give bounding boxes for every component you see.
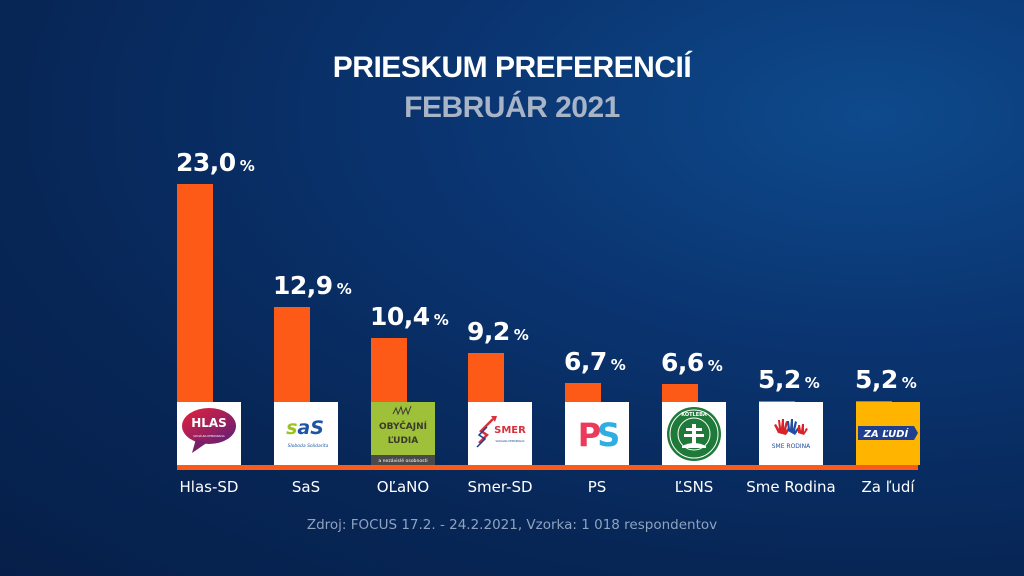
ps-logo-icon: PS	[565, 402, 629, 465]
svg-text:saS: saS	[286, 417, 324, 439]
baseline-axis	[177, 465, 918, 470]
svg-text:OBYČAJNÍ: OBYČAJNÍ	[379, 420, 428, 432]
category-label: ĽSNS	[674, 478, 714, 496]
category-label: SaS	[291, 478, 321, 496]
smer-logo-icon: SMER SOCIÁLNA DEMOKRACIA	[468, 402, 532, 465]
hlas-logo-subtext: SOCIÁLNA DEMOKRACIA	[193, 433, 225, 438]
svg-text:SOCIÁLNA DEMOKRACIA: SOCIÁLNA DEMOKRACIA	[496, 440, 525, 443]
value-label: 6,6%	[661, 348, 723, 381]
value-label: 5,2%	[855, 365, 917, 398]
value-unit: %	[804, 374, 820, 393]
value-number: 9,2	[467, 316, 510, 346]
value-label: 12,9%	[273, 271, 352, 304]
category-label: Hlas-SD	[179, 478, 239, 496]
category-label: Sme Rodina	[746, 478, 836, 496]
value-unit: %	[239, 157, 255, 175]
value-unit: %	[433, 310, 449, 329]
svg-text:KOTLEBA: KOTLEBA	[681, 412, 707, 418]
chart-title: PRIESKUM PREFERENCIÍ	[332, 51, 692, 84]
svg-text:a nezávislé osobnosti: a nezávislé osobnosti	[378, 457, 427, 464]
source-note: Zdroj: FOCUS 17.2. - 24.2.2021, Vzorka: …	[306, 517, 718, 533]
value-unit: %	[707, 357, 723, 376]
category-label: PS	[587, 478, 607, 496]
chart-subtitle: FEBRUÁR 2021	[404, 91, 620, 124]
value-unit: %	[901, 374, 917, 393]
olano-logo-icon: OBYČAJNÍ ĽUDIA a nezávislé osobnosti	[371, 402, 435, 465]
category-label: Za ľudí	[861, 478, 915, 496]
value-number: 6,6	[661, 348, 704, 378]
svg-text:PS: PS	[578, 416, 618, 454]
value-label: 6,7%	[564, 347, 626, 380]
value-number: 23,0	[176, 148, 236, 177]
sme-rodina-logo-icon: SME RODINA	[759, 402, 823, 465]
svg-text:SME RODINA: SME RODINA	[772, 443, 811, 450]
value-number: 6,7	[564, 347, 607, 377]
value-label: 23,0%	[176, 148, 255, 181]
svg-text:SMER: SMER	[494, 425, 526, 436]
hlas-logo-icon: HLAS SOCIÁLNA DEMOKRACIA	[177, 402, 241, 465]
value-label: 5,2%	[758, 365, 820, 398]
svg-text:ĽUDIA: ĽUDIA	[388, 436, 419, 446]
value-unit: %	[336, 280, 352, 299]
value-number: 5,2	[758, 365, 801, 395]
category-label: OĽaNO	[376, 478, 430, 496]
sas-logo-icon: saS Sloboda Solidarita	[274, 402, 338, 465]
value-label: 9,2%	[467, 316, 529, 350]
kotleba-logo-icon: KOTLEBA	[662, 402, 726, 465]
svg-text:Sloboda Solidarita: Sloboda Solidarita	[288, 443, 329, 449]
hlas-logo-text: HLAS	[191, 416, 227, 430]
value-number: 5,2	[855, 365, 898, 395]
value-number: 12,9	[273, 271, 333, 301]
value-label: 10,4%	[370, 301, 449, 335]
za-ludi-logo-icon: ZA ĽUDÍ	[856, 402, 920, 465]
value-unit: %	[610, 356, 626, 375]
category-label: Smer-SD	[467, 478, 533, 496]
value-number: 10,4	[370, 301, 430, 331]
svg-text:ZA ĽUDÍ: ZA ĽUDÍ	[863, 427, 910, 440]
value-unit: %	[513, 325, 529, 344]
